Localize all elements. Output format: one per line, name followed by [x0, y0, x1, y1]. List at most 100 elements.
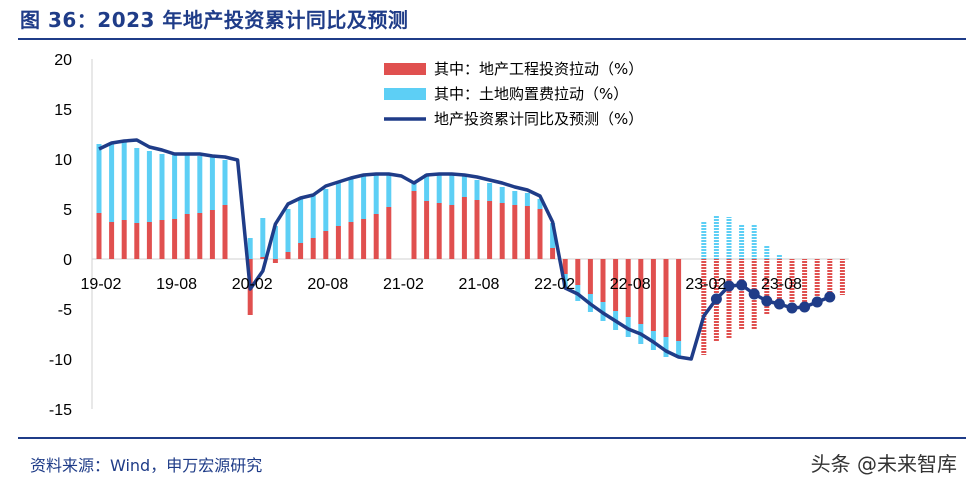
x-tick-label: 22-02 [534, 276, 575, 293]
land-bar [436, 174, 442, 203]
forecast-point [811, 296, 823, 308]
footer-divider [18, 437, 966, 439]
land-bar [222, 160, 228, 205]
construction-bar [575, 259, 581, 285]
construction-bar [222, 205, 228, 259]
x-axis-ticks: 19-02 19-08 20-02 20-08 21-02 21-08 22-02 22-08… [81, 276, 802, 293]
land-bar [776, 254, 782, 259]
construction-bar [159, 220, 165, 259]
construction-bar [676, 259, 682, 341]
land-bar [260, 218, 266, 257]
land-bar [424, 174, 430, 201]
y-tick-label: -10 [49, 352, 72, 369]
legend-swatch-land [384, 88, 426, 100]
construction-bar [701, 259, 707, 355]
x-tick-label: 21-08 [459, 276, 500, 293]
y-tick-label: -15 [49, 402, 72, 419]
x-tick-label: 21-02 [383, 276, 424, 293]
land-bar [310, 195, 316, 238]
forecast-point [723, 280, 735, 292]
construction-bar [524, 206, 530, 259]
land-bar [335, 182, 341, 226]
construction-bar [487, 201, 493, 259]
y-tick-label: 15 [54, 102, 72, 119]
land-bar [373, 174, 379, 214]
title-divider [18, 38, 966, 40]
land-bar [713, 216, 719, 259]
forecast-point [773, 298, 785, 310]
construction-bar [739, 259, 745, 329]
construction-bar [726, 259, 732, 339]
construction-bar [638, 259, 644, 324]
x-tick-label: 19-08 [156, 276, 197, 293]
land-bar [197, 156, 203, 213]
land-bar [474, 180, 480, 200]
x-tick-label: 20-02 [232, 276, 273, 293]
land-bar [487, 183, 493, 201]
figure-title: 图 36：2023 年地产投资累计同比及预测 [20, 8, 409, 32]
construction-bar [184, 214, 190, 259]
construction-bar [134, 223, 140, 259]
construction-bar [537, 209, 543, 259]
construction-bar [197, 213, 203, 259]
land-bar [247, 238, 253, 259]
legend-label: 其中：土地购置费拉动（%） [434, 85, 628, 103]
construction-bar [373, 214, 379, 259]
construction-bar [121, 220, 127, 259]
y-tick-label: 5 [63, 202, 72, 219]
land-bar [537, 199, 543, 209]
forecast-point [824, 291, 836, 303]
land-bar [701, 221, 707, 259]
construction-bar [600, 259, 606, 302]
land-bar [739, 224, 745, 259]
y-axis-ticks: 20 15 10 5 0 -5 -10 -15 [49, 52, 72, 419]
watermark: 头条 @未来智库 [810, 452, 957, 476]
construction-bar [285, 252, 291, 259]
construction-bar [310, 238, 316, 259]
forecast-point [799, 301, 811, 313]
construction-bar [663, 259, 669, 337]
land-bar [184, 155, 190, 214]
land-bar [298, 199, 304, 243]
y-tick-label: 10 [54, 152, 72, 169]
construction-bar [260, 257, 266, 259]
land-bar [751, 225, 757, 259]
construction-bar [776, 259, 782, 309]
construction-bar [209, 210, 215, 259]
investment-chart: 20 15 10 5 0 -5 -10 -15 19-02 19-08 20-02 20-08 21-… [49, 52, 849, 419]
land-bar [386, 174, 392, 207]
land-bar [499, 187, 505, 203]
construction-bar [298, 243, 304, 259]
forecast-point [748, 288, 760, 300]
land-bar [524, 193, 530, 206]
land-bar [550, 223, 556, 248]
construction-bar [587, 259, 593, 294]
x-tick-label: 23-02 [685, 276, 726, 293]
land-bar [209, 157, 215, 210]
construction-bar [146, 222, 152, 259]
legend-swatch-construction [384, 63, 426, 75]
construction-bar [802, 259, 808, 305]
construction-bar [827, 259, 833, 299]
construction-bar [814, 259, 820, 303]
construction-bar [424, 201, 430, 259]
land-bar [348, 177, 354, 222]
construction-bar [323, 231, 329, 259]
land-bar [676, 341, 682, 358]
construction-bar [411, 191, 417, 259]
construction-bar [272, 259, 278, 263]
land-bar [411, 183, 417, 191]
y-tick-label: 20 [54, 52, 72, 69]
land-bar [96, 144, 102, 213]
forecast-point [761, 295, 773, 307]
land-bar [512, 191, 518, 205]
construction-bar [436, 203, 442, 259]
construction-bar [449, 205, 455, 259]
legend-label: 其中：地产工程投资拉动（%） [434, 60, 643, 78]
construction-bar [96, 213, 102, 259]
land-bar [764, 246, 770, 259]
y-tick-label: -5 [58, 302, 72, 319]
legend: 其中：地产工程投资拉动（%） 其中：土地购置费拉动（%） 地产投资累计同比及预测（%… [384, 60, 643, 128]
x-tick-label: 22-08 [610, 276, 651, 293]
land-bar [726, 217, 732, 259]
